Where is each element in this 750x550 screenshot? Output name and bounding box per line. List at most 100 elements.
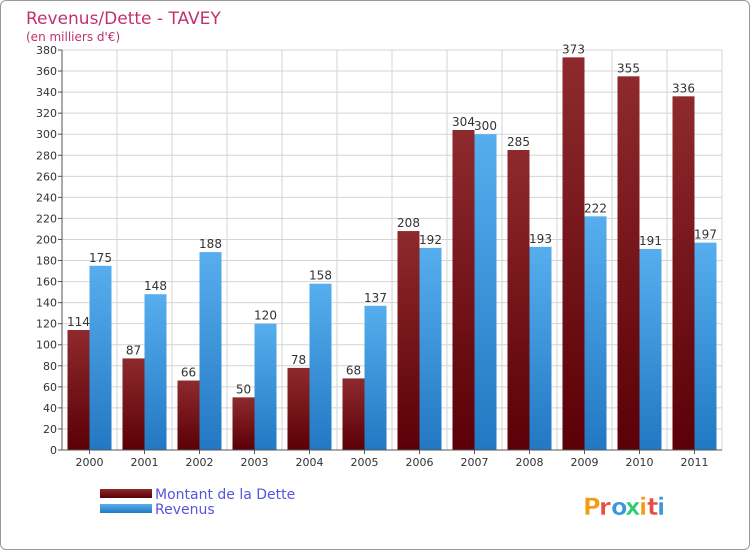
- data-labels: 114 175 87 148 66 188 50 120 78 158 68 137 208 192 304…: [67, 42, 717, 396]
- y-tick-label: 260: [36, 170, 57, 183]
- data-label-debt-2007: 304: [452, 115, 475, 129]
- bars: [67, 57, 717, 451]
- y-tick-label: 340: [36, 86, 57, 99]
- bar-revenus-2003: [254, 323, 277, 450]
- logo-letter: o: [611, 493, 628, 521]
- axes: 0 20 40 60 80 100 120 140 160 180 200 220 240 260 280 3…: [36, 44, 722, 469]
- x-tick-label: 2002: [186, 456, 214, 469]
- logo-letter: i: [657, 493, 665, 521]
- data-label-revenus-2001: 148: [144, 279, 167, 293]
- y-tick-label: 60: [43, 381, 57, 394]
- y-tick-label: 240: [36, 191, 57, 204]
- data-label-revenus-2007: 300: [474, 119, 497, 133]
- logo-letter: x: [625, 493, 641, 521]
- bar-debt-2006: [397, 231, 420, 450]
- logo-letter: r: [599, 493, 611, 521]
- bar-debt-2005: [342, 378, 365, 450]
- proxiti-logo: Pr oxi ti: [583, 493, 666, 522]
- bar-debt-2009: [562, 57, 585, 451]
- legend: Montant de la Dette Revenus: [100, 487, 295, 518]
- y-tick-label: 140: [36, 297, 57, 310]
- bar-debt-2002: [177, 380, 200, 450]
- y-tick-label: 120: [36, 318, 57, 331]
- y-tick-label: 0: [50, 444, 57, 457]
- logo-letter: i: [639, 493, 647, 521]
- bar-debt-2007: [452, 130, 475, 450]
- y-tick-label: 200: [36, 233, 57, 246]
- data-label-revenus-2005: 137: [364, 291, 387, 305]
- data-label-debt-2006: 208: [397, 216, 420, 230]
- bar-debt-2001: [122, 358, 145, 450]
- bar-debt-2004: [287, 367, 310, 450]
- y-tick-label: 300: [36, 128, 57, 141]
- x-tick-label: 2008: [516, 456, 544, 469]
- data-label-revenus-2003: 120: [254, 309, 277, 323]
- bar-revenus-2001: [144, 294, 167, 450]
- x-tick-label: 2000: [76, 456, 104, 469]
- x-tick-label: 2001: [131, 456, 159, 469]
- y-tick-label: 220: [36, 212, 57, 225]
- y-tick-label: 380: [36, 44, 57, 57]
- data-label-revenus-2000: 175: [89, 251, 112, 265]
- y-tick-label: 320: [36, 107, 57, 120]
- y-tick-label: 180: [36, 255, 57, 268]
- y-tick-label: 40: [43, 402, 57, 415]
- data-label-debt-2004: 78: [291, 353, 306, 367]
- data-label-revenus-2002: 188: [199, 237, 222, 251]
- data-label-revenus-2009: 222: [584, 201, 607, 215]
- legend-label-debt: Montant de la Dette: [155, 487, 295, 503]
- bar-debt-2010: [617, 76, 640, 450]
- data-label-debt-2009: 373: [562, 42, 585, 56]
- y-tick-label: 20: [43, 423, 57, 436]
- data-label-revenus-2011: 197: [694, 228, 717, 242]
- y-tick-label: 80: [43, 360, 57, 373]
- grid: [61, 49, 723, 451]
- x-tick-label: 2010: [626, 456, 654, 469]
- data-label-debt-2003: 50: [236, 382, 251, 396]
- data-label-revenus-2008: 193: [529, 232, 552, 246]
- bar-debt-2003: [232, 397, 255, 450]
- y-tick-label: 160: [36, 276, 57, 289]
- bar-revenus-2010: [639, 248, 662, 450]
- data-label-debt-2010: 355: [617, 61, 640, 75]
- y-tick-label: 360: [36, 65, 57, 78]
- bar-debt-2011: [672, 96, 695, 450]
- data-label-debt-2008: 285: [507, 135, 530, 149]
- bar-debt-2008: [507, 150, 530, 450]
- legend-swatch-debt: [100, 489, 152, 498]
- logo-letter: P: [583, 493, 601, 521]
- bar-revenus-2002: [199, 252, 222, 450]
- bar-revenus-2008: [529, 246, 552, 450]
- data-label-revenus-2004: 158: [309, 269, 332, 283]
- chart-title: Revenus/Dette - TAVEY: [26, 9, 221, 29]
- x-tick-label: 2007: [461, 456, 489, 469]
- legend-label-revenus: Revenus: [155, 502, 215, 518]
- x-tick-label: 2005: [351, 456, 379, 469]
- data-label-debt-2001: 87: [126, 343, 141, 357]
- x-tick-label: 2003: [241, 456, 269, 469]
- bar-revenus-2006: [419, 247, 442, 450]
- legend-swatch-revenus: [100, 504, 152, 513]
- y-tick-label: 100: [36, 339, 57, 352]
- data-label-debt-2011: 336: [672, 81, 695, 95]
- chart-subtitle: (en milliers d'€): [26, 30, 120, 44]
- bar-revenus-2007: [474, 134, 497, 451]
- data-label-revenus-2010: 191: [639, 234, 662, 248]
- bar-revenus-2011: [694, 242, 717, 450]
- data-label-debt-2000: 114: [67, 315, 90, 329]
- y-tick-label: 280: [36, 149, 57, 162]
- bar-revenus-2005: [364, 305, 387, 450]
- bar-debt-2000: [67, 330, 90, 450]
- data-label-debt-2005: 68: [346, 363, 361, 377]
- bar-revenus-2004: [309, 283, 332, 450]
- x-tick-label: 2006: [406, 456, 434, 469]
- data-label-revenus-2006: 192: [419, 233, 442, 247]
- x-tick-label: 2011: [681, 456, 709, 469]
- bar-revenus-2000: [89, 265, 112, 450]
- logo-letter: t: [647, 493, 658, 521]
- x-tick-label: 2004: [296, 456, 324, 469]
- x-tick-label: 2009: [571, 456, 599, 469]
- data-label-debt-2002: 66: [181, 366, 196, 380]
- bar-revenus-2009: [584, 216, 607, 450]
